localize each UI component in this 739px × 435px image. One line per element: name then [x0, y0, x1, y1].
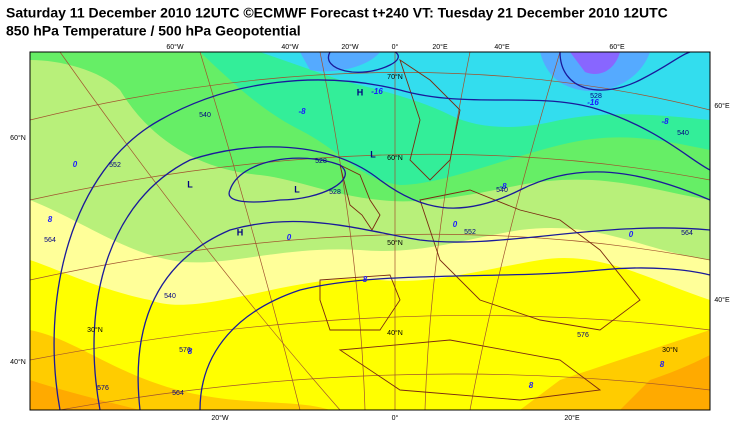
geopotential-label: 528 — [590, 93, 602, 100]
pressure-center: L — [370, 149, 376, 159]
graticule-label: 60°E — [609, 43, 625, 51]
geopotential-label: 528 — [315, 158, 327, 165]
graticule-label: 60°N — [10, 134, 26, 142]
graticule-label: 40°W — [281, 43, 299, 51]
isotherm-label: -16 — [371, 87, 383, 96]
graticule-label: 20°W — [211, 414, 229, 422]
isotherm-label: -8 — [499, 182, 507, 191]
graticule-label: 50°N — [387, 239, 403, 247]
geopotential-label: 564 — [172, 390, 184, 397]
graticule-label: 70°N — [387, 73, 403, 81]
isotherm-label: 8 — [363, 275, 368, 284]
geopotential-label: 552 — [109, 162, 121, 169]
graticule-label: 40°N — [10, 358, 26, 366]
isotherm-label: 0 — [73, 160, 78, 169]
graticule-label: 0° — [392, 414, 399, 422]
isotherm-label: 8 — [48, 215, 53, 224]
graticule-label: 40°N — [387, 329, 403, 337]
graticule-label: 60°N — [387, 154, 403, 162]
graticule-label: 20°E — [564, 414, 580, 422]
isotherm-label: 0 — [629, 230, 634, 239]
graticule-label: 20°E — [432, 43, 448, 51]
isotherm-label: 0 — [287, 233, 292, 242]
geopotential-label: 576 — [97, 385, 109, 392]
geopotential-label: 564 — [681, 230, 693, 237]
geopotential-label: 540 — [164, 293, 176, 300]
isotherm-label: -8 — [298, 107, 306, 116]
isotherm-label: 8 — [660, 360, 665, 369]
geopotential-label: 540 — [496, 187, 508, 194]
geopotential-label: 576 — [577, 332, 589, 339]
graticule-label: 60°W — [166, 43, 184, 51]
geopotential-label: 540 — [199, 112, 211, 119]
graticule-label: 30°N — [662, 346, 678, 354]
pressure-center: H — [237, 227, 244, 237]
title: Saturday 11 December 2010 12UTC ©ECMWF F… — [6, 5, 668, 21]
geopotential-label: 564 — [44, 237, 56, 244]
isotherm-label: 8 — [188, 347, 193, 356]
graticule-label: 0° — [392, 43, 399, 51]
geopotential-label: 528 — [329, 189, 341, 196]
isotherm-label: 0 — [453, 220, 458, 229]
map-field — [30, 52, 710, 410]
graticule-label: 40°E — [714, 296, 730, 304]
graticule-label: 20°W — [341, 43, 359, 51]
pressure-center: L — [294, 184, 300, 194]
graticule-label: 60°E — [714, 102, 730, 110]
geopotential-label: 540 — [677, 130, 689, 137]
graticule-label: 40°E — [494, 43, 510, 51]
isotherm-label: -16 — [587, 98, 599, 107]
subtitle: 850 hPa Temperature / 500 hPa Geopotenti… — [6, 23, 301, 39]
isotherm-label: -8 — [661, 117, 669, 126]
isotherm-label: 8 — [529, 381, 534, 390]
map-frame — [29, 51, 711, 411]
geopotential-label: 552 — [464, 229, 476, 236]
pressure-center: L — [187, 179, 193, 189]
geopotential-label: 576 — [179, 347, 191, 354]
pressure-center: H — [357, 87, 364, 97]
graticule-label: 30°N — [87, 326, 103, 334]
